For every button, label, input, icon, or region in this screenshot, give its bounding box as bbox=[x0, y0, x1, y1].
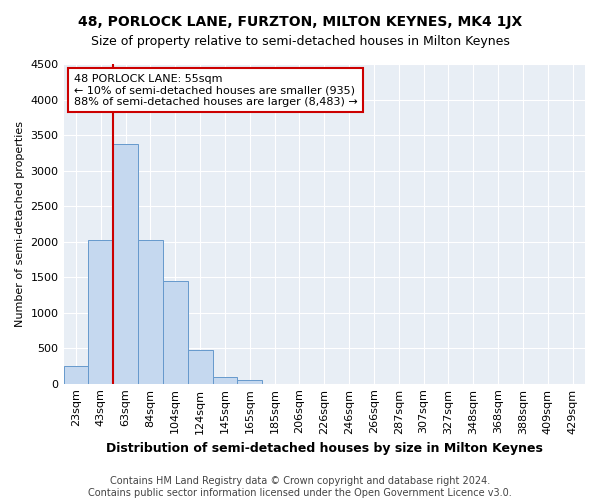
Bar bbox=[188, 350, 212, 384]
Text: 48 PORLOCK LANE: 55sqm
← 10% of semi-detached houses are smaller (935)
88% of se: 48 PORLOCK LANE: 55sqm ← 10% of semi-det… bbox=[74, 74, 358, 107]
Bar bbox=[138, 240, 163, 384]
Bar bbox=[212, 376, 238, 384]
Y-axis label: Number of semi-detached properties: Number of semi-detached properties bbox=[15, 121, 25, 327]
Bar bbox=[64, 366, 88, 384]
Text: Contains HM Land Registry data © Crown copyright and database right 2024.
Contai: Contains HM Land Registry data © Crown c… bbox=[88, 476, 512, 498]
Text: Size of property relative to semi-detached houses in Milton Keynes: Size of property relative to semi-detach… bbox=[91, 35, 509, 48]
Bar bbox=[113, 144, 138, 384]
Text: 48, PORLOCK LANE, FURZTON, MILTON KEYNES, MK4 1JX: 48, PORLOCK LANE, FURZTON, MILTON KEYNES… bbox=[78, 15, 522, 29]
X-axis label: Distribution of semi-detached houses by size in Milton Keynes: Distribution of semi-detached houses by … bbox=[106, 442, 543, 455]
Bar bbox=[238, 380, 262, 384]
Bar bbox=[88, 240, 113, 384]
Bar bbox=[163, 280, 188, 384]
